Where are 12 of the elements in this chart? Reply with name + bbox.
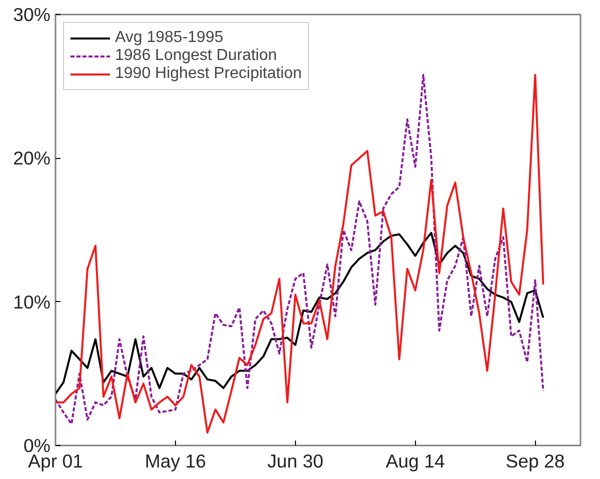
legend-label: Avg 1985-1995 — [115, 29, 224, 47]
y-tick-label: 10% — [13, 291, 51, 312]
legend-label: 1990 Highest Precipitation — [115, 65, 302, 83]
x-tick-label: Sep 28 — [506, 450, 565, 472]
y-tick-label: 30% — [13, 4, 51, 25]
x-tick-label: Aug 14 — [386, 450, 445, 472]
y-tick-label: 0% — [24, 435, 51, 456]
line-series — [56, 232, 544, 395]
x-tick-label: Jun 30 — [267, 450, 324, 472]
x-tick-label: May 16 — [144, 450, 206, 472]
legend-label: 1986 Longest Duration — [115, 47, 277, 65]
y-tick-label: 20% — [13, 148, 51, 169]
